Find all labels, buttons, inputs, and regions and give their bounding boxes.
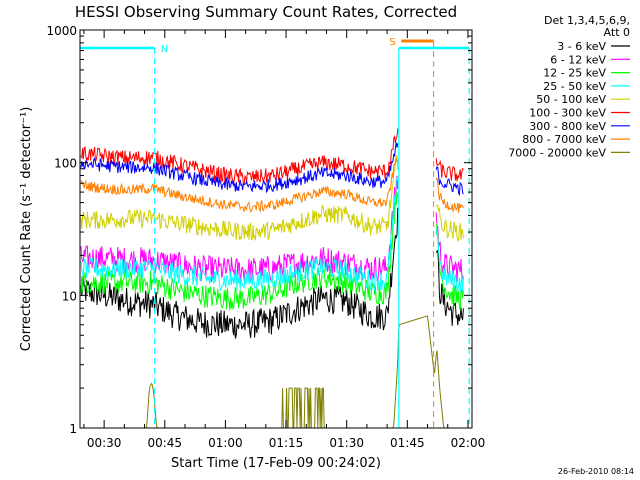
series-line-2 <box>80 175 464 283</box>
x-tick-label-0: 00:30 <box>87 436 122 450</box>
chart-title: HESSI Observing Summary Count Rates, Cor… <box>75 3 457 21</box>
x-tick-label-3: 01:15 <box>269 436 304 450</box>
axes: 00:30 00:45 01:00 01:15 01:30 01:45 02:00 1 10 10… <box>46 24 485 450</box>
timestamp: 26-Feb-2010 08:14 <box>558 467 634 476</box>
x-axis-label: Start Time (17-Feb-09 00:24:02) <box>171 456 381 471</box>
y-axis-label: Corrected Count Rate (s⁻¹ detector⁻¹) <box>19 107 34 352</box>
x-tick-label-2: 01:00 <box>208 436 243 450</box>
series-line-3 <box>80 191 464 311</box>
marker-label-s: S <box>389 37 395 48</box>
y-tick-label-0: 1 <box>69 422 77 436</box>
x-tick-label-1: 00:45 <box>147 436 182 450</box>
instrument-markers: NS <box>80 37 470 55</box>
series-line-6 <box>80 128 464 185</box>
legend-label-2: 6 - 12 keV <box>550 53 606 66</box>
series-line-4 <box>80 175 464 293</box>
legend-label-5: 50 - 100 keV <box>536 93 606 106</box>
series-line-7 <box>80 142 464 197</box>
legend-label-9: 7000 - 20000 keV <box>508 146 606 159</box>
series-lines <box>80 128 464 429</box>
x-tick-label-5: 01:45 <box>390 436 425 450</box>
legend-label-4: 25 - 50 keV <box>543 80 606 93</box>
legend-label-7: 300 - 800 keV <box>529 120 606 133</box>
legend-label-3: 12 - 25 keV <box>543 67 606 80</box>
marker-label-n: N <box>161 44 168 55</box>
legend-header-2: Att 0 <box>604 26 630 39</box>
series-line-9 <box>81 315 464 429</box>
plot-frame <box>79 29 473 429</box>
legend-label-8: 800 - 7000 keV <box>522 133 606 146</box>
y-tick-label-3: 1000 <box>46 24 77 38</box>
y-tick-label-2: 100 <box>54 157 77 171</box>
y-tick-label-1: 10 <box>62 289 77 303</box>
x-tick-label-4: 01:30 <box>329 436 364 450</box>
x-tick-label-6: 02:00 <box>451 436 486 450</box>
series-line-8 <box>80 157 464 214</box>
legend-label-1: 3 - 6 keV <box>557 40 606 53</box>
legend-header-1: Det 1,3,4,5,6,9, <box>544 14 630 27</box>
legend-label-6: 100 - 300 keV <box>529 107 606 120</box>
night-saa-flags <box>154 41 470 428</box>
series-line-5 <box>80 154 464 242</box>
series-line-1 <box>80 207 464 339</box>
